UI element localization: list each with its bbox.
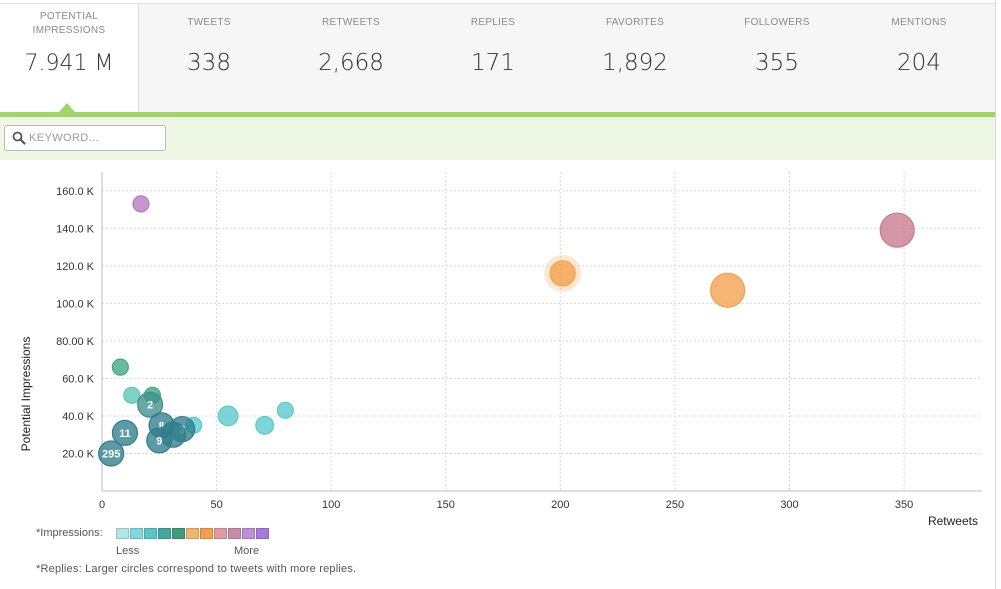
data-point <box>276 401 294 419</box>
y-axis-label: Potential Impressions <box>19 337 33 452</box>
legend-swatch <box>256 528 269 539</box>
x-tick-label: 100 <box>322 499 340 511</box>
x-tick-label: 200 <box>551 499 569 511</box>
active-tab-pointer <box>59 103 75 112</box>
data-point <box>710 272 746 308</box>
stat-label: TWEETS <box>187 17 231 28</box>
stat-label: RETWEETS <box>322 17 380 28</box>
stat-favorites[interactable]: FAVORITES 1,892 <box>564 4 706 114</box>
stat-value: 338 <box>187 50 231 76</box>
data-point-label: 8 <box>159 420 165 432</box>
x-tick-label: 350 <box>895 499 913 511</box>
data-point <box>879 212 915 248</box>
y-tick-label: 140.0 K <box>56 223 95 235</box>
keyword-search[interactable] <box>4 125 166 151</box>
stat-followers[interactable]: FOLLOWERS 355 <box>706 4 848 114</box>
legend-more-label: More <box>234 545 260 557</box>
legend-swatch <box>172 528 185 539</box>
stat-label: FOLLOWERS <box>744 17 810 28</box>
y-tick-label: 20.0 K <box>62 448 94 460</box>
stat-label: FAVORITES <box>605 17 665 28</box>
x-tick-label: 300 <box>780 499 798 511</box>
search-icon <box>12 131 26 145</box>
stat-value: 355 <box>755 50 799 76</box>
stat-tweets[interactable]: TWEETS 338 <box>138 4 280 114</box>
data-point <box>146 427 173 454</box>
legend-swatch <box>228 528 241 539</box>
legend-swatch <box>200 528 213 539</box>
x-axis-label: Retweets <box>928 514 978 525</box>
y-tick-label: 40.0 K <box>62 411 94 423</box>
data-point <box>98 440 125 467</box>
stat-potential-impressions[interactable]: POTENTIAL IMPRESSIONS 7.941 M <box>0 4 139 114</box>
stat-replies[interactable]: REPLIES 171 <box>422 4 564 114</box>
y-tick-label: 80.00 K <box>56 336 95 348</box>
x-tick-label: 50 <box>210 499 222 511</box>
impressions-scatter-chart: 20.0 K 40.0 K 60.0 K 80.00 K 100.0 K 120.0 K 1… <box>19 172 982 525</box>
data-point <box>549 260 576 287</box>
stat-value: 171 <box>471 50 515 76</box>
data-point-label: 11 <box>119 428 131 440</box>
data-point-label: 295 <box>102 448 120 460</box>
legend-swatch <box>214 528 227 539</box>
y-tick-label: 60.0 K <box>62 373 94 385</box>
data-point <box>111 358 129 376</box>
chart-grid <box>102 172 982 491</box>
legend-color-scale <box>116 528 270 539</box>
legend-less-label: Less <box>116 545 140 557</box>
legend-swatch <box>242 528 255 539</box>
stat-value: 7.941 M <box>24 51 114 76</box>
x-tick-label: 250 <box>666 499 684 511</box>
legend-title: *Impressions: <box>36 527 103 539</box>
stat-label: POTENTIAL IMPRESSIONS <box>32 11 106 36</box>
y-tick-label: 160.0 K <box>56 186 95 198</box>
accent-bar <box>0 112 995 117</box>
y-tick-label: 120.0 K <box>56 261 95 273</box>
data-point <box>132 195 150 213</box>
filter-toolbar <box>0 117 995 160</box>
stat-value: 2,668 <box>318 50 384 76</box>
stat-label: MENTIONS <box>891 17 947 28</box>
data-point <box>123 386 141 404</box>
legend-swatch <box>116 528 129 539</box>
stats-header: POTENTIAL IMPRESSIONS 7.941 M TWEETS 338… <box>0 3 995 114</box>
keyword-input[interactable] <box>29 129 161 147</box>
replies-footnote: *Replies: Larger circles correspond to t… <box>36 563 357 575</box>
data-point <box>137 391 164 418</box>
data-point-label: 9 <box>156 435 162 447</box>
legend-swatch <box>130 528 143 539</box>
stat-label: REPLIES <box>470 17 516 28</box>
x-tick-label: 150 <box>437 499 455 511</box>
legend-swatch <box>186 528 199 539</box>
data-point <box>217 405 239 427</box>
chart-axes: 20.0 K 40.0 K 60.0 K 80.00 K 100.0 K 120.0 K 1… <box>56 172 982 511</box>
stat-value: 1,892 <box>602 50 668 76</box>
data-point <box>255 415 275 435</box>
stat-retweets[interactable]: RETWEETS 2,668 <box>280 4 422 114</box>
x-tick-label: 0 <box>99 499 105 511</box>
y-tick-label: 100.0 K <box>56 298 95 310</box>
data-point <box>111 419 139 446</box>
stat-mentions[interactable]: MENTIONS 204 <box>848 4 990 114</box>
data-point-label: 2 <box>147 400 153 412</box>
chart-points: 283119295 <box>98 195 915 467</box>
stat-value: 204 <box>897 50 941 76</box>
legend-swatch <box>144 528 157 539</box>
legend-swatch <box>158 528 171 539</box>
